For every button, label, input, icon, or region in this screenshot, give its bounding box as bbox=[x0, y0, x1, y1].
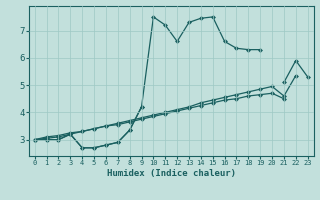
X-axis label: Humidex (Indice chaleur): Humidex (Indice chaleur) bbox=[107, 169, 236, 178]
